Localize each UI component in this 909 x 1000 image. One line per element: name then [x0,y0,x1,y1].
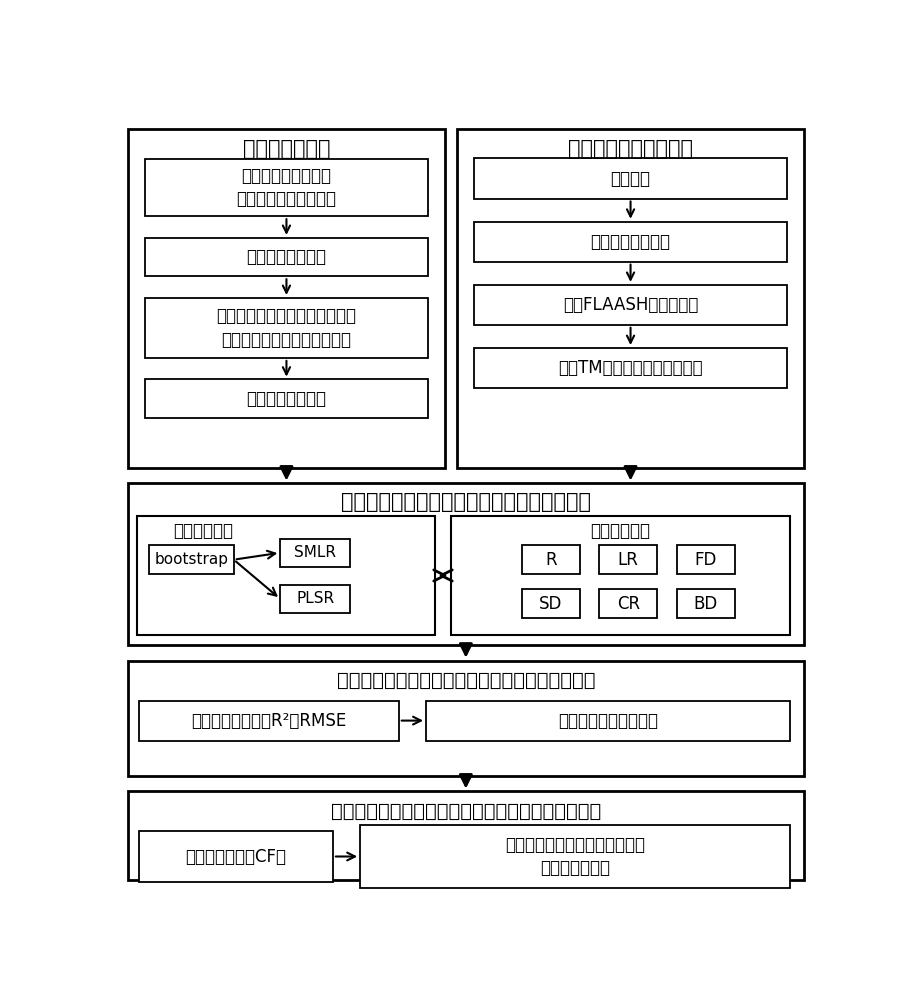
Text: CR: CR [616,595,640,613]
Bar [145,379,428,418]
Text: 基于代价函数的湿地土壤硒化微生物数量最优值确定: 基于代价函数的湿地土壤硒化微生物数量最优值确定 [331,802,601,821]
Text: 选取最高精度估算结果: 选取最高精度估算结果 [558,712,658,730]
Bar [148,545,234,574]
Text: 格式转换: 格式转换 [611,170,651,188]
Text: R: R [544,551,556,569]
Text: SMLR: SMLR [295,545,336,560]
Bar [137,516,435,635]
Bar [474,222,787,262]
Text: BD: BD [694,595,718,613]
Text: SD: SD [539,595,563,613]
Bar [451,516,790,635]
Bar [145,158,428,216]
Bar [280,539,350,567]
Bar [457,129,804,468]
Bar [426,701,790,741]
Text: 计数测量结果合计: 计数测量结果合计 [246,390,326,408]
Text: 光谱变换技术: 光谱变换技术 [591,522,651,540]
Text: 基于FLAASH的大气校正: 基于FLAASH的大气校正 [563,296,698,314]
Text: 计算精度评价指标R²和RMSE: 计算精度评价指标R²和RMSE [192,712,346,730]
Text: 高光谱遥感影像预处理: 高光谱遥感影像预处理 [568,139,693,159]
Bar [127,791,804,880]
Text: PLSR: PLSR [296,591,335,606]
Bar [599,545,657,574]
Bar [599,589,657,618]
Text: 湿地土壤硒化微生物氨氧化细菌
和亚硒酸氧化细菌数量的测量: 湿地土壤硒化微生物氨氧化细菌 和亚硒酸氧化细菌数量的测量 [216,307,356,349]
Text: LR: LR [618,551,639,569]
Bar [145,298,428,358]
Text: 监测区湿地土壤硒化微生物数量估算结果精度评价: 监测区湿地土壤硒化微生物数量估算结果精度评价 [336,671,595,690]
Bar [127,129,445,468]
Bar [139,701,399,741]
Text: FD: FD [694,551,717,569]
Bar [127,483,804,645]
Text: 回归建模方法: 回归建模方法 [173,522,233,540]
Text: 基于TM参考影像的几何精校正: 基于TM参考影像的几何精校正 [558,359,703,377]
Bar [522,589,580,618]
Text: 构建监测区湿地土壤硒化微生物数量估算模型: 构建监测区湿地土壤硒化微生物数量估算模型 [341,492,591,512]
Text: 湿地土壤光谱测量: 湿地土壤光谱测量 [246,248,326,266]
Bar [474,285,787,325]
Bar [676,545,734,574]
Text: 确定监测区湿地土壤硒化微生物
群落数量最优值: 确定监测区湿地土壤硒化微生物 群落数量最优值 [505,836,645,877]
Text: 构建代价函数（CF）: 构建代价函数（CF） [185,848,286,866]
Bar [474,158,787,199]
Bar [139,831,333,882]
Text: 绝对辅亮度值转换: 绝对辅亮度值转换 [591,233,671,251]
Bar [280,585,350,613]
Bar [474,348,787,388]
Text: bootstrap: bootstrap [155,552,228,567]
Bar [145,238,428,276]
Text: 监测区设定采样区域
采集湿地土壤表层样本: 监测区设定采样区域 采集湿地土壤表层样本 [236,167,336,208]
Bar [676,589,734,618]
Bar [127,661,804,776]
Text: 监测区实验测量: 监测区实验测量 [243,139,330,159]
Bar [522,545,580,574]
Bar [360,825,790,888]
